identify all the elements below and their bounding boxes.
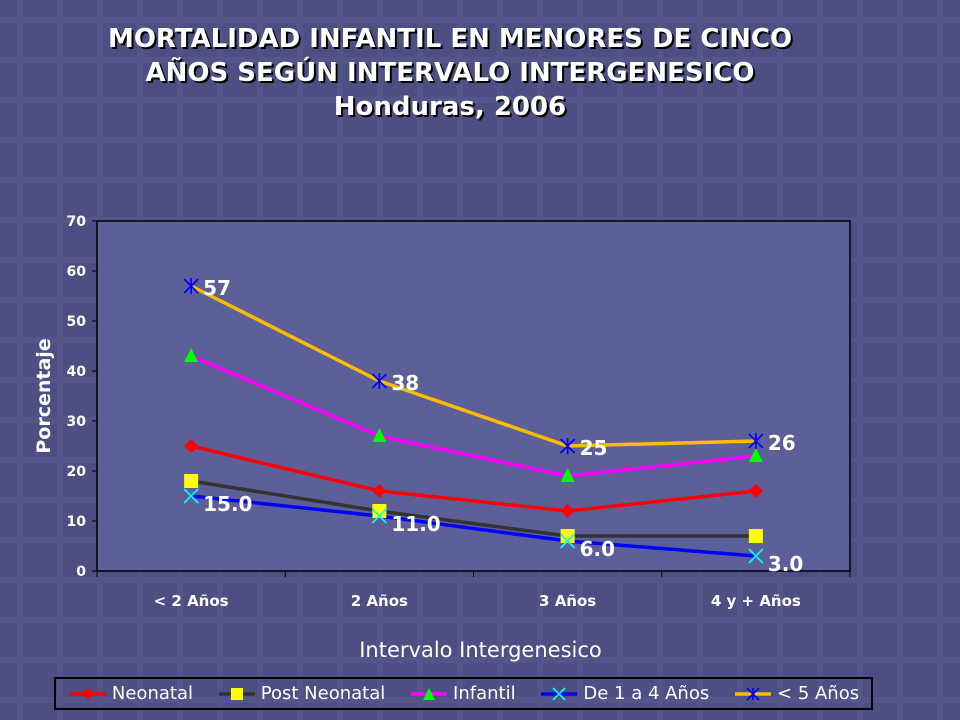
point-5-a-os — [748, 433, 764, 449]
point-post-neonatal — [184, 474, 199, 488]
point-neonatal — [184, 439, 199, 453]
point-infantil — [184, 348, 199, 362]
data-label-de-1-a-4-a-os: 3.0 — [768, 552, 803, 576]
data-label-de-1-a-4-a-os: 15.0 — [203, 492, 252, 516]
point-de-1-a-4-a-os — [183, 488, 199, 504]
series-line-de-1-a-4-a-os — [190, 494, 757, 558]
data-label-5-a-os: 26 — [768, 431, 796, 455]
plot-area — [96, 220, 851, 572]
point-de-1-a-4-a-os — [748, 548, 764, 564]
x-axis-label: Intervalo Intergenesico — [359, 638, 602, 662]
x-tick-label: 2 Años — [351, 592, 408, 610]
legend-swatch-post-neonatal — [218, 687, 255, 700]
point-infantil — [748, 448, 763, 462]
x-tick-label: 3 Años — [539, 592, 596, 610]
series-line-5-a-os — [190, 284, 756, 448]
point-neonatal — [560, 504, 575, 518]
series-line-post-neonatal — [190, 479, 756, 538]
title-line-1: MORTALIDAD INFANTIL EN MENORES DE CINCO — [107, 24, 793, 54]
y-axis-label: Porcentaje — [33, 338, 55, 453]
chart-title: MORTALIDAD INFANTIL EN MENORES DE CINCO … — [0, 22, 900, 124]
series-line-neonatal — [190, 444, 757, 513]
legend-label-de-1-a-4-a-os: De 1 a 4 Años — [583, 683, 710, 704]
legend-item-de-1-a-4-a-os: De 1 a 4 Años — [539, 683, 709, 704]
point-de-1-a-4-a-os — [371, 508, 387, 524]
legend-swatch-de-1-a-4-a-os — [541, 686, 578, 701]
data-label-5-a-os: 57 — [203, 276, 231, 300]
legend-swatch-5-a-os — [735, 686, 772, 701]
y-tick-label: 50 — [67, 314, 87, 330]
legend-item-post-neonatal: Post Neonatal — [217, 683, 385, 704]
point-post-neonatal — [748, 529, 763, 543]
legend-swatch-infantil — [411, 687, 448, 700]
y-tick-label: 40 — [67, 364, 87, 380]
y-tick-label: 60 — [67, 264, 87, 280]
x-tick-label: < 2 Años — [154, 592, 229, 610]
series-line-infantil — [190, 354, 757, 478]
y-tick-label: 0 — [76, 564, 86, 580]
point-infantil — [560, 468, 575, 482]
y-tick-label: 30 — [67, 414, 87, 430]
legend-item-5-a-os: < 5 Años — [733, 683, 859, 704]
legend-label-neonatal: Neonatal — [111, 683, 193, 704]
point-5-a-os — [371, 373, 387, 389]
data-label-5-a-os: 38 — [391, 371, 419, 395]
x-tick-label: 4 y + Años — [711, 592, 801, 610]
point-neonatal — [748, 484, 763, 498]
point-5-a-os — [183, 278, 199, 294]
title-line-2: AÑOS SEGÚN INTERVALO INTERGENESICO — [145, 58, 755, 88]
point-post-neonatal — [560, 529, 575, 543]
legend-item-infantil: Infantil — [409, 683, 516, 704]
legend-label-5-a-os: < 5 Años — [777, 683, 860, 704]
point-5-a-os — [560, 438, 576, 454]
point-neonatal — [372, 484, 387, 498]
y-tick-label: 10 — [67, 514, 87, 530]
legend-label-infantil: Infantil — [453, 683, 516, 704]
point-post-neonatal — [372, 504, 387, 518]
y-tick-label: 70 — [67, 214, 87, 230]
legend-swatch-neonatal — [69, 687, 106, 700]
point-infantil — [372, 428, 387, 442]
data-label-5-a-os: 25 — [580, 436, 608, 460]
legend-label-post-neonatal: Post Neonatal — [260, 683, 386, 704]
chart-legend: Neonatal Post Neonatal Infantil De 1 a 4 Añ… — [54, 677, 873, 710]
legend-item-neonatal: Neonatal — [68, 683, 193, 704]
point-de-1-a-4-a-os — [560, 533, 576, 549]
data-label-de-1-a-4-a-os: 11.0 — [391, 512, 440, 536]
y-tick-label: 20 — [67, 464, 87, 480]
data-label-de-1-a-4-a-os: 6.0 — [580, 537, 615, 561]
title-line-3: Honduras, 2006 — [333, 92, 567, 122]
